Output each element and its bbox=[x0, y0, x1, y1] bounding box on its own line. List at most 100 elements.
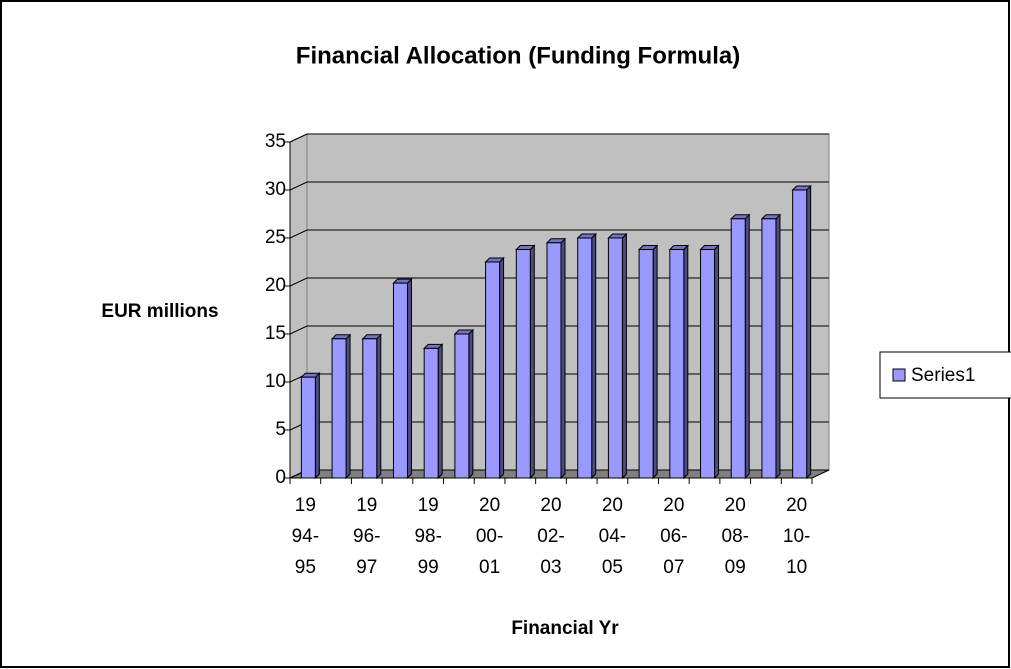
bar-top bbox=[607, 233, 628, 239]
y-tick-label: 10 bbox=[265, 371, 286, 392]
bar-top bbox=[760, 214, 782, 220]
bar bbox=[791, 184, 812, 480]
x-tick-label-line: 19 bbox=[356, 495, 377, 516]
bar-front bbox=[423, 347, 439, 479]
x-axis-label: Financial Yr bbox=[511, 618, 619, 639]
x-tick-label: 20 08- 09 bbox=[722, 495, 749, 578]
x-tick-label: 20 10- 10 bbox=[783, 495, 810, 578]
y-tick-label: 35 bbox=[265, 131, 286, 152]
bar-front bbox=[485, 261, 501, 479]
x-tick-label-line: 96- bbox=[353, 526, 380, 547]
x-tick-label-line: 04- bbox=[599, 526, 626, 547]
bar-side bbox=[376, 333, 382, 480]
bar-top bbox=[730, 214, 751, 220]
bar-side bbox=[806, 184, 812, 480]
bar bbox=[545, 237, 567, 480]
y-tick-label: 0 bbox=[275, 467, 286, 488]
x-tick-label: 20 04- 05 bbox=[599, 495, 626, 578]
bar bbox=[361, 333, 382, 480]
bar-side bbox=[468, 328, 474, 480]
x-tick-label-line: 97 bbox=[356, 557, 377, 578]
x-tick-label-line: 10 bbox=[786, 557, 807, 578]
x-tick-label-line: 01 bbox=[479, 557, 500, 578]
bar-front bbox=[454, 333, 470, 479]
bar-top bbox=[515, 245, 536, 251]
grid-line bbox=[289, 133, 829, 143]
bar bbox=[730, 213, 751, 480]
bar-top bbox=[422, 343, 444, 349]
x-tick-label-line: 09 bbox=[725, 557, 746, 578]
bar-side bbox=[499, 256, 505, 480]
x-tick-label: 19 98- 99 bbox=[414, 495, 441, 578]
x-tick-label-line: 94- bbox=[292, 526, 319, 547]
bar-front bbox=[577, 237, 593, 479]
bar bbox=[699, 244, 720, 480]
bar-side bbox=[314, 371, 320, 480]
x-tick-label-line: 06- bbox=[660, 526, 687, 547]
bar bbox=[422, 343, 444, 480]
bar-top bbox=[300, 372, 321, 378]
y-tick-label: 15 bbox=[265, 323, 286, 344]
x-tick-label: 20 00- 01 bbox=[476, 495, 503, 578]
bar bbox=[576, 232, 597, 480]
bar-side bbox=[345, 333, 351, 480]
bar-front bbox=[331, 338, 347, 479]
grid-line bbox=[289, 229, 829, 239]
x-tick-label-line: 20 bbox=[663, 495, 684, 516]
bar-top bbox=[330, 334, 352, 340]
bar bbox=[637, 244, 659, 480]
bar-side bbox=[437, 343, 443, 480]
bar-front bbox=[515, 249, 531, 479]
x-tick-label: 20 02- 03 bbox=[537, 495, 564, 578]
x-tick-label: 19 94- 95 bbox=[292, 495, 319, 578]
y-axis-label: EUR millions bbox=[101, 301, 218, 322]
bar-front bbox=[700, 249, 716, 479]
bar-top bbox=[484, 257, 505, 263]
x-tick-label-line: 99 bbox=[418, 557, 439, 578]
bar-front bbox=[761, 218, 777, 479]
x-tick-label-line: 19 bbox=[295, 495, 316, 516]
bar-front bbox=[607, 237, 623, 479]
bar bbox=[607, 232, 628, 480]
bar-top bbox=[453, 329, 475, 335]
bar bbox=[484, 256, 505, 480]
bar-side bbox=[744, 213, 750, 480]
back-wall bbox=[306, 133, 830, 471]
bar-top bbox=[545, 238, 567, 244]
bar-front bbox=[638, 249, 654, 479]
bar-side bbox=[406, 277, 412, 480]
grid-line bbox=[289, 181, 829, 191]
x-tick-label-line: 95 bbox=[295, 557, 316, 578]
x-tick-label-line: 10- bbox=[783, 526, 810, 547]
x-tick-label-line: 19 bbox=[418, 495, 439, 516]
bar-front bbox=[730, 218, 746, 479]
legend-swatch bbox=[892, 368, 906, 382]
bar-top bbox=[637, 245, 659, 251]
bar-front bbox=[392, 282, 408, 479]
x-tick-label: 20 06- 07 bbox=[660, 495, 687, 578]
y-tick-label: 20 bbox=[265, 275, 286, 296]
chart-title: Financial Allocation (Funding Formula) bbox=[296, 42, 740, 69]
bar bbox=[300, 371, 321, 480]
y-tick-label: 25 bbox=[265, 227, 286, 248]
x-tick-label-line: 05 bbox=[602, 557, 623, 578]
bar-side bbox=[714, 244, 720, 480]
bar-side bbox=[683, 244, 689, 480]
bar-front bbox=[669, 249, 685, 479]
bar-front bbox=[362, 338, 378, 479]
bar-side bbox=[621, 232, 627, 480]
bar bbox=[330, 333, 352, 480]
x-tick-label-line: 98- bbox=[414, 526, 441, 547]
bar-side bbox=[652, 244, 658, 480]
x-tick-label-line: 20 bbox=[540, 495, 561, 516]
bar-top bbox=[699, 245, 720, 251]
bar-front bbox=[546, 242, 562, 479]
bar-top bbox=[361, 334, 382, 340]
bar bbox=[453, 328, 475, 480]
x-tick-label-line: 20 bbox=[786, 495, 807, 516]
y-tick-label: 5 bbox=[275, 419, 286, 440]
x-tick-label-line: 03 bbox=[540, 557, 561, 578]
x-tick-label-line: 02- bbox=[537, 526, 564, 547]
bar-side bbox=[591, 232, 597, 480]
